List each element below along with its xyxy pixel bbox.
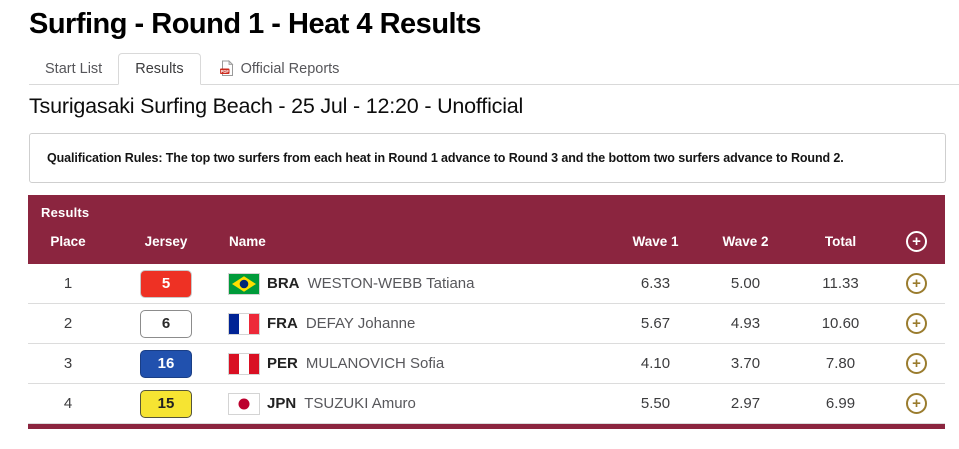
jersey-badge: 15 xyxy=(140,389,192,418)
qualification-rules-note: Qualification Rules: The top two surfers… xyxy=(29,133,946,183)
column-header-jersey: Jersey xyxy=(144,234,188,249)
place-cell: 4 xyxy=(63,395,73,412)
expand-row-icon[interactable]: + xyxy=(906,353,927,374)
athlete-cell: PER MULANOVICH Sofia xyxy=(224,353,613,374)
expand-row-icon[interactable]: + xyxy=(906,273,927,294)
tab-start-list[interactable]: Start List xyxy=(45,61,103,77)
page-title: Surfing - Round 1 - Heat 4 Results xyxy=(29,8,481,40)
expand-all-icon[interactable]: + xyxy=(906,231,927,252)
table-row: 1 5 BRA WESTON-WEBB Tatiana 6.33 5.00 11… xyxy=(28,264,945,304)
tab-official-reports[interactable]: PDF Official Reports xyxy=(203,53,356,84)
column-header-wave2: Wave 2 xyxy=(722,234,769,249)
pdf-document-icon: PDF xyxy=(219,60,234,77)
table-header: Results Place Jersey Name Wave 1 Wave 2 … xyxy=(28,195,945,264)
tab-results[interactable]: Results xyxy=(118,53,201,85)
svg-text:PDF: PDF xyxy=(220,69,229,74)
athlete-cell: JPN TSUZUKI Amuro xyxy=(224,393,613,414)
athlete-name: WESTON-WEBB Tatiana xyxy=(307,275,475,292)
column-header-wave1: Wave 1 xyxy=(632,234,679,249)
flag-jpn-icon xyxy=(229,393,259,414)
place-cell: 3 xyxy=(63,355,73,372)
flag-per-icon xyxy=(229,353,259,374)
expand-row-icon[interactable]: + xyxy=(906,393,927,414)
column-header-name: Name xyxy=(229,234,266,249)
column-header-place: Place xyxy=(50,234,86,249)
total-score: 6.99 xyxy=(825,395,856,412)
total-score: 11.33 xyxy=(822,275,859,292)
wave1-score: 5.50 xyxy=(640,395,671,412)
jersey-badge: 5 xyxy=(140,269,192,298)
athlete-cell: FRA DEFAY Johanne xyxy=(224,313,613,334)
wave2-score: 3.70 xyxy=(730,355,761,372)
table-title: Results xyxy=(41,205,90,220)
total-score: 10.60 xyxy=(821,315,860,332)
athlete-name: DEFAY Johanne xyxy=(305,315,416,332)
flag-bra-icon xyxy=(229,273,259,294)
tab-official-reports-label: Official Reports xyxy=(240,60,340,77)
athlete-name: TSUZUKI Amuro xyxy=(304,395,416,412)
wave1-score: 6.33 xyxy=(640,275,671,292)
noc-code: PER xyxy=(267,355,298,372)
wave2-score: 2.97 xyxy=(730,395,761,412)
tab-bar: Start List Results PDF Official Reports xyxy=(29,52,959,85)
results-table: Results Place Jersey Name Wave 1 Wave 2 … xyxy=(28,195,945,429)
place-cell: 1 xyxy=(63,275,73,292)
place-cell: 2 xyxy=(63,315,73,332)
noc-code: JPN xyxy=(267,395,297,412)
flag-fra-icon xyxy=(229,313,259,334)
jersey-badge: 16 xyxy=(140,349,192,378)
wave2-score: 5.00 xyxy=(730,275,761,292)
column-header-total: Total xyxy=(824,234,857,249)
noc-code: BRA xyxy=(267,275,300,292)
athlete-cell: BRA WESTON-WEBB Tatiana xyxy=(224,273,613,294)
jersey-badge: 6 xyxy=(140,309,192,338)
wave2-score: 4.93 xyxy=(730,315,761,332)
table-row: 3 16 PER MULANOVICH Sofia 4.10 3.70 7.80… xyxy=(28,344,945,384)
table-row: 4 15 JPN TSUZUKI Amuro 5.50 2.97 6.99 + xyxy=(28,384,945,424)
expand-row-icon[interactable]: + xyxy=(906,313,927,334)
noc-code: FRA xyxy=(267,315,298,332)
event-subtitle: Tsurigasaki Surfing Beach - 25 Jul - 12:… xyxy=(29,94,524,118)
table-row: 2 6 FRA DEFAY Johanne 5.67 4.93 10.60 + xyxy=(28,304,945,344)
total-score: 7.80 xyxy=(825,355,856,372)
table-bottom-bar xyxy=(28,424,945,429)
wave1-score: 5.67 xyxy=(640,315,671,332)
athlete-name: MULANOVICH Sofia xyxy=(305,355,445,372)
wave1-score: 4.10 xyxy=(640,355,671,372)
